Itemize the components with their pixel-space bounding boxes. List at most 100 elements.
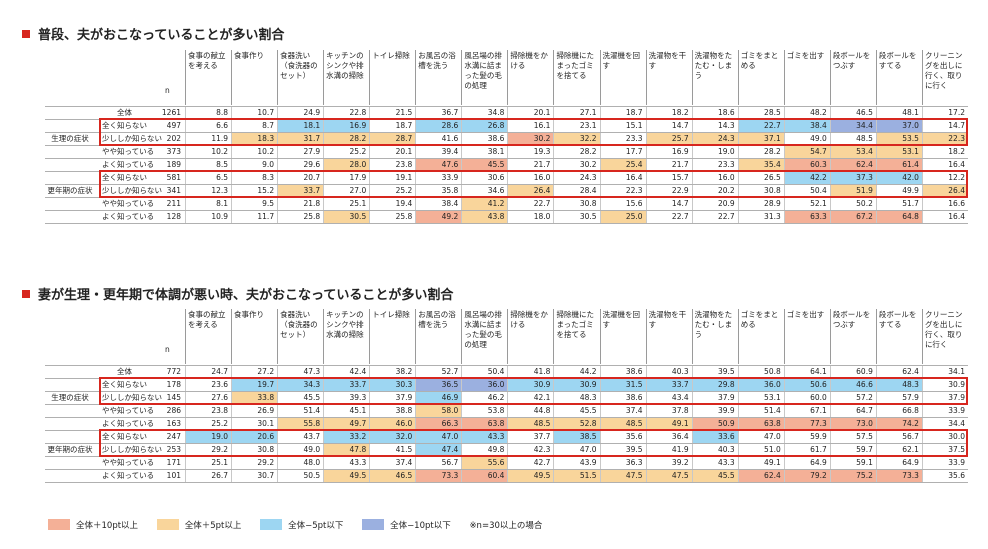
table-cell: 34.1 [921,366,968,378]
row-n: 163 [166,419,181,428]
table-cell: 46.5 [369,470,416,482]
table-cell: 30.2 [507,133,554,145]
table-cell: 35.6 [921,470,968,482]
table-cell: 14.7 [645,198,692,210]
table-cell: 39.5 [691,366,738,378]
column-header: 洗濯機を回す [599,50,646,105]
table-bottom-rule [45,223,968,224]
table-cell: 64.7 [829,405,876,417]
table-cell: 43.9 [553,457,599,469]
table-cell: 41.5 [369,444,415,456]
row-label: 全体 [117,108,132,117]
table-cell: 30.2 [553,159,599,171]
group-label: 生理の症状 [51,393,89,402]
row-label: よく知っている [102,160,155,169]
table-cell: 8.7 [231,120,277,132]
table-cell: 15.7 [645,172,692,184]
table-cell: 37.1 [737,133,784,145]
table-cell: 49.0 [277,444,323,456]
table-cell: 43.4 [645,392,692,404]
row-n: 178 [166,380,181,389]
table-cell: 23.8 [185,405,231,417]
table-cell: 37.9 [369,392,415,404]
column-header: 掃除機にたまったゴミを捨てる [553,309,599,364]
table-cell: 16.4 [921,211,968,223]
table-cell: 24.9 [277,107,323,119]
table-cell: 49.8 [461,444,507,456]
table-cell: 14.7 [921,120,968,132]
table-cell: 10.9 [185,211,231,223]
table-cell: 23.3 [691,159,738,171]
column-header: 段ボールをすてる [875,50,922,105]
table-cell: 33.9 [921,457,968,469]
table-cell: 8.3 [231,172,277,184]
table-row: やや知っている 171 25.1 29.2 48.0 43.3 37.4 56.7 55.6 42… [45,456,968,469]
table-cell: 34.8 [461,107,507,119]
header-row: 食事の献立を考える 食事作り 食器洗い（食洗器のセット） キッチンのシンクや排水溝の掃… [45,50,968,105]
table-cell: 35.8 [415,185,461,197]
row-n: 247 [166,432,181,441]
table-cell: 60.3 [783,159,830,171]
table-cell: 58.0 [415,405,462,417]
table-cell: 48.2 [783,107,830,119]
table-cell: 59.7 [829,444,876,456]
table-cell: 46.2 [461,392,507,404]
table-cell: 53.5 [875,133,922,145]
table-cell: 46.0 [369,418,416,430]
table-cell: 16.0 [507,172,553,184]
table-cell: 37.3 [829,172,876,184]
table-row: よく知っている 189 8.5 9.0 29.6 28.0 23.8 47.6 45.5 21.7… [45,158,968,171]
table-cell: 43.8 [461,211,508,223]
table-cell: 63.8 [737,418,784,430]
table-cell: 36.7 [415,107,461,119]
table-cell: 33.6 [691,431,738,443]
table-cell: 41.2 [461,198,508,210]
row-n: 128 [166,212,181,221]
column-header: お風呂の浴槽を洗う [415,309,461,364]
table-cell: 57.5 [829,431,876,443]
table-cell: 26.5 [737,172,784,184]
table-cell: 64.1 [783,366,830,378]
table-cell: 15.1 [599,120,646,132]
table-cell: 49.2 [415,211,462,223]
table-cell: 64.9 [783,457,830,469]
row-n: 171 [166,458,181,467]
column-header: ゴミを出す [783,309,830,364]
table-cell: 38.4 [783,120,830,132]
table-row: よく知っている 101 26.7 30.7 50.5 49.5 46.5 73.3 60.4 49… [45,469,968,482]
table-cell: 61.7 [783,444,830,456]
table-cell: 18.7 [599,107,646,119]
table-cell: 47.5 [599,470,646,482]
column-header: 洗濯機を回す [599,309,646,364]
row-n: 202 [166,134,181,143]
column-header: キッチンのシンクや排水溝の掃除 [323,309,369,364]
table-cell: 35.6 [599,431,646,443]
table-cell: 25.2 [369,185,415,197]
column-header: トイレ掃除 [369,50,415,105]
row-label: やや知っている [102,199,155,208]
table-cell: 9.5 [231,198,277,210]
row-n: 497 [166,121,181,130]
table-cell: 42.7 [507,457,553,469]
table-cell: 31.7 [277,133,324,145]
table-cell: 53.1 [875,146,922,158]
table-cell: 8.1 [185,198,231,210]
table-cell: 44.2 [553,366,599,378]
table-cell: 28.5 [737,107,784,119]
table-cell: 37.4 [599,405,646,417]
table-cell: 59.1 [829,457,876,469]
n-header: n [165,345,170,354]
table-cell: 35.4 [737,159,784,171]
legend: 全体＋10pt以上 全体＋5pt以上 全体−5pt以下 全体−10pt以下 ※n… [48,519,542,531]
table-row: よく知っている 163 25.2 30.1 55.8 49.7 46.0 66.3 63.8 48… [45,417,968,430]
table-cell: 63.8 [461,418,508,430]
table-cell: 49.7 [323,418,370,430]
table-cell: 33.9 [415,172,461,184]
table-cell: 30.5 [553,211,599,223]
table-cell: 19.1 [369,172,415,184]
table-cell: 37.9 [921,392,968,404]
table-cell: 19.4 [369,198,415,210]
table-cell: 31.3 [737,211,784,223]
table-cell: 38.5 [553,431,600,443]
table-cell: 47.0 [553,444,599,456]
